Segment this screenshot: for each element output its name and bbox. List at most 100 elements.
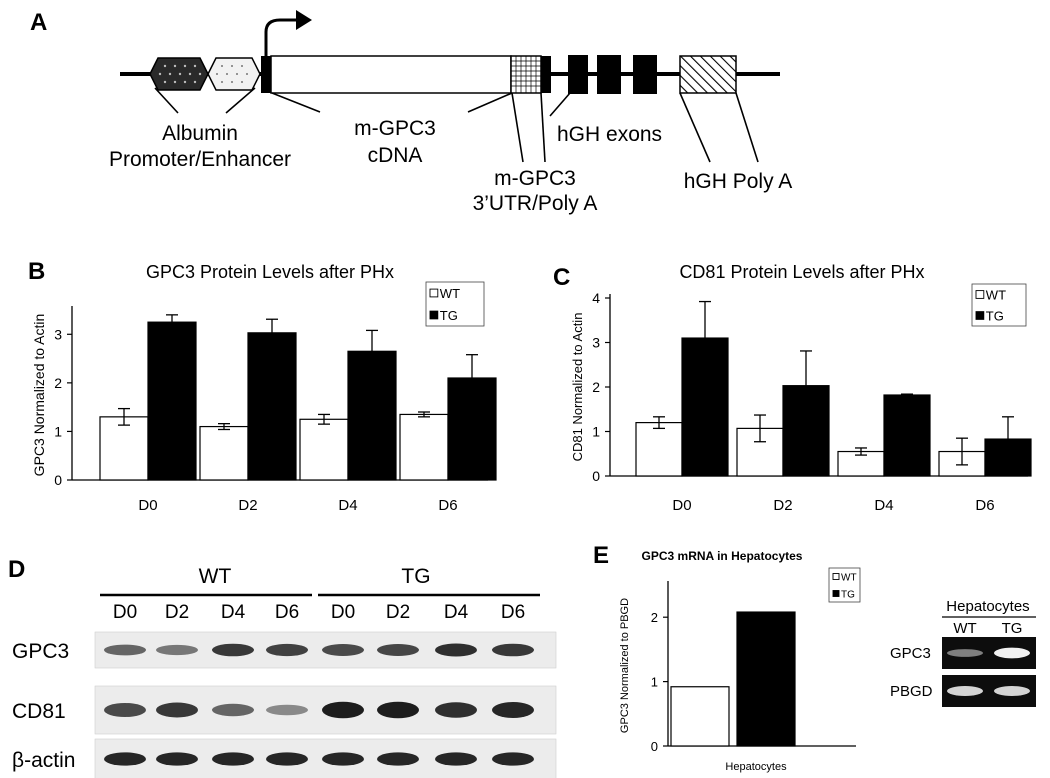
blot-band — [377, 701, 419, 719]
blot-band — [322, 701, 364, 719]
blot-group-tg: TG — [401, 565, 430, 588]
cdna-box — [270, 55, 512, 94]
utr-grid — [511, 56, 541, 93]
chart-b: GPC3 Protein Levels after PHx GPC3 Normal… — [31, 262, 497, 514]
blot-band — [377, 752, 419, 766]
legend-swatch — [832, 590, 840, 597]
rt-pcr-gel: Hepatocytes WT TG GPC3 PBGD — [890, 598, 1036, 707]
y-tick-label: 1 — [651, 675, 658, 690]
gel-band — [994, 686, 1030, 696]
gel-row-label: GPC3 — [890, 645, 931, 662]
albumin-label-line1: Albumin — [162, 122, 238, 145]
blot-row-label: β-actin — [12, 749, 75, 772]
y-tick-label: 3 — [54, 326, 62, 342]
panel-e: E GPC3 mRNA in Hepatocytes GPC3 Normalize… — [593, 542, 1036, 773]
panel-label-d: D — [8, 556, 25, 583]
chart-e: GPC3 mRNA in Hepatocytes GPC3 Normalized … — [619, 549, 861, 773]
chart-title: GPC3 Protein Levels after PHx — [146, 262, 394, 282]
legend-swatch — [429, 288, 439, 298]
y-tick-label: 0 — [651, 739, 658, 754]
blot-band — [492, 752, 534, 766]
bar — [399, 413, 449, 481]
bar — [199, 425, 249, 481]
blot-band — [435, 643, 477, 657]
lane-label: D6 — [275, 602, 299, 623]
gel-lane-label: TG — [1002, 620, 1023, 637]
legend-label: TG — [986, 308, 1004, 323]
blot-band — [156, 752, 198, 766]
cdna-label-line2: cDNA — [368, 144, 423, 167]
gel-band — [994, 647, 1030, 659]
blot-band — [104, 752, 146, 766]
blot-band — [435, 752, 477, 766]
utr-end-block — [541, 56, 551, 93]
y-tick-label: 2 — [651, 610, 658, 625]
gel-band — [947, 686, 983, 696]
lane-label: D2 — [165, 602, 189, 623]
panel-c: C CD81 Protein Levels after PHx CD81 Norm… — [553, 262, 1032, 514]
chart-title: CD81 Protein Levels after PHx — [679, 262, 924, 282]
hgh-polya-label: hGH Poly A — [684, 170, 793, 193]
gel-header: Hepatocytes — [946, 598, 1029, 615]
western-blot: D0 D2 D4 D6 D0 D2 D4 D6 GPC3 CD81 β-actin — [12, 602, 557, 778]
category-label: D4 — [874, 497, 893, 514]
lane-label: D4 — [444, 602, 469, 623]
panel-label-b: B — [28, 258, 45, 285]
hgh-exon-1 — [568, 55, 588, 94]
bar — [299, 418, 349, 481]
y-tick-label: 2 — [54, 375, 62, 391]
blot-band — [212, 752, 254, 766]
albumin-promoter-dots — [158, 64, 202, 84]
y-tick-label: 1 — [54, 423, 62, 439]
legend-label: TG — [841, 589, 855, 600]
bar — [670, 686, 730, 747]
tss-block — [261, 56, 271, 93]
y-tick-label: 1 — [592, 424, 600, 440]
y-tick-label: 0 — [54, 472, 62, 488]
legend-label: WT — [440, 286, 460, 301]
legend-swatch — [975, 290, 985, 299]
y-axis-label: CD81 Normalized to Actin — [570, 313, 585, 462]
gel-band — [947, 649, 983, 657]
blot-band — [322, 752, 364, 766]
panel-a: A — [30, 9, 792, 215]
gel-lane-label: WT — [953, 620, 976, 637]
panel-label-a: A — [30, 9, 47, 36]
panel-label-e: E — [593, 542, 609, 569]
bar — [99, 416, 149, 481]
blot-band — [266, 643, 308, 657]
bar — [247, 332, 297, 481]
lane-label: D0 — [113, 602, 137, 623]
blot-band — [212, 703, 254, 717]
blot-band — [156, 702, 198, 718]
y-tick-label: 2 — [592, 379, 600, 395]
blot-band — [266, 704, 308, 716]
category-label: D4 — [338, 497, 357, 514]
gel-row-label: PBGD — [890, 683, 933, 700]
lane-label: D2 — [386, 602, 410, 623]
cdna-label-line1: m-GPC3 — [354, 117, 436, 140]
blot-band — [156, 644, 198, 656]
bar — [883, 394, 931, 477]
bar — [635, 422, 683, 477]
category-label: D2 — [238, 497, 257, 514]
blot-band — [377, 643, 419, 657]
category-label: D0 — [138, 497, 157, 514]
legend-swatch — [832, 573, 840, 580]
blot-band — [266, 752, 308, 766]
hgh-polya-box — [679, 55, 737, 94]
blot-band — [212, 643, 254, 657]
category-label: D0 — [672, 497, 691, 514]
blot-row-label: GPC3 — [12, 640, 69, 663]
blot-band — [104, 644, 146, 656]
blot-row-label: CD81 — [12, 700, 66, 723]
panel-b: B GPC3 Protein Levels after PHx GPC3 Norm… — [28, 258, 497, 514]
chart-c: CD81 Protein Levels after PHx CD81 Normal… — [570, 262, 1032, 514]
y-axis-label: GPC3 Normalized to PBGD — [619, 598, 631, 733]
albumin-enhancer-dots — [216, 65, 248, 83]
bar — [736, 611, 796, 747]
chart-title: GPC3 mRNA in Hepatocytes — [642, 549, 803, 563]
lane-label: D4 — [221, 602, 246, 623]
blot-band — [322, 644, 364, 656]
utr-label-line1: m-GPC3 — [494, 167, 576, 190]
